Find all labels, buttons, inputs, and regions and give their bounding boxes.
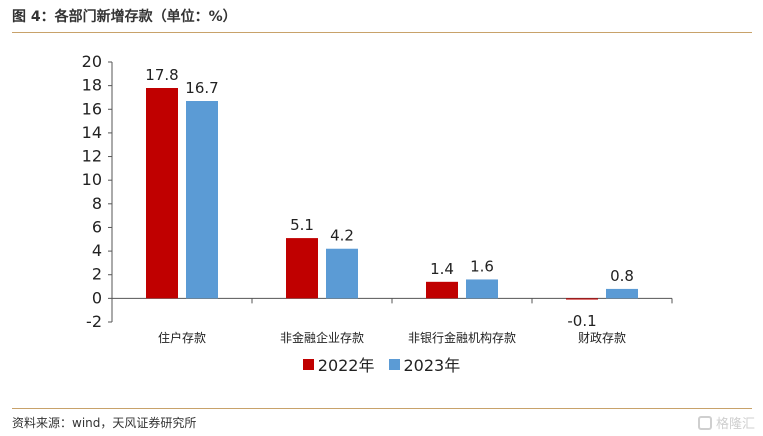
legend-item-2023: 2023年 bbox=[388, 352, 461, 376]
data-label: -0.1 bbox=[567, 312, 596, 330]
data-label: 0.8 bbox=[610, 267, 634, 285]
y-tick-label: 18 bbox=[82, 76, 102, 95]
data-label: 5.1 bbox=[290, 216, 314, 234]
data-label: 1.4 bbox=[430, 260, 454, 278]
x-category-label: 住户存款 bbox=[158, 330, 206, 345]
legend-item-2022: 2022年 bbox=[302, 352, 375, 376]
x-category-label: 非金融企业存款 bbox=[280, 330, 364, 345]
legend-swatch-2022 bbox=[302, 358, 314, 370]
bar-2022年-住户存款 bbox=[146, 88, 178, 299]
y-tick-label: 4 bbox=[92, 241, 102, 260]
top-rule bbox=[12, 32, 752, 33]
y-tick-label: 8 bbox=[92, 194, 102, 213]
source-note: 资料来源：wind，天风证券研究所 bbox=[12, 416, 197, 430]
x-category-label: 财政存款 bbox=[578, 331, 626, 345]
bar-2022年-财政存款 bbox=[566, 298, 598, 300]
bar-2023年-非银行金融机构存款 bbox=[466, 279, 498, 299]
watermark-logo-icon bbox=[697, 415, 712, 430]
legend: 2022年 2023年 bbox=[0, 352, 763, 376]
y-tick-label: -2 bbox=[86, 312, 102, 331]
data-label: 1.6 bbox=[470, 257, 494, 275]
data-label: 17.8 bbox=[145, 66, 178, 84]
watermark: 格隆汇 bbox=[697, 413, 755, 432]
legend-label-2023: 2023年 bbox=[403, 356, 461, 375]
y-tick-label: 20 bbox=[82, 52, 102, 71]
data-label: 16.7 bbox=[185, 79, 218, 97]
y-tick-label: 14 bbox=[82, 123, 102, 142]
watermark-text: 格隆汇 bbox=[715, 417, 755, 432]
bar-2022年-非银行金融机构存款 bbox=[426, 281, 458, 299]
legend-swatch-2023 bbox=[388, 358, 400, 370]
y-tick-label: 0 bbox=[92, 288, 102, 307]
y-tick-label: 10 bbox=[82, 170, 102, 189]
bar-2023年-财政存款 bbox=[606, 288, 638, 299]
data-label: 4.2 bbox=[330, 227, 354, 245]
bar-2023年-非金融企业存款 bbox=[326, 248, 358, 299]
bottom-rule bbox=[12, 408, 752, 409]
x-category-label: 非银行金融机构存款 bbox=[408, 330, 516, 345]
y-tick-label: 6 bbox=[92, 217, 102, 236]
bar-2023年-住户存款 bbox=[186, 101, 218, 299]
legend-label-2022: 2022年 bbox=[317, 356, 375, 375]
bar-2022年-非金融企业存款 bbox=[286, 238, 318, 299]
y-tick-label: 12 bbox=[82, 147, 102, 166]
y-tick-label: 2 bbox=[92, 265, 102, 284]
figure-title: 图 4：各部门新增存款（单位：%） bbox=[12, 9, 237, 25]
y-tick-label: 16 bbox=[82, 99, 102, 118]
